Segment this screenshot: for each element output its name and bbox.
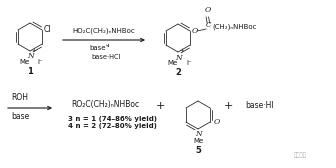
Text: base: base: [11, 112, 29, 121]
Text: ROH: ROH: [11, 93, 29, 102]
Text: Me: Me: [193, 138, 203, 144]
Text: N: N: [175, 53, 181, 61]
Text: 1: 1: [27, 67, 33, 76]
Text: +: +: [223, 101, 233, 111]
Text: I⁻: I⁻: [37, 59, 43, 65]
Text: base: base: [90, 45, 106, 51]
Text: base·HCl: base·HCl: [91, 54, 121, 60]
Text: Me: Me: [168, 60, 178, 66]
Text: +: +: [31, 48, 36, 52]
Text: 5: 5: [195, 146, 201, 155]
Text: +: +: [155, 101, 165, 111]
Text: Me: Me: [20, 59, 30, 65]
Text: (CH₂)ₙNHBoc: (CH₂)ₙNHBoc: [212, 24, 257, 30]
Text: 傅学习库: 傅学习库: [294, 152, 306, 158]
Text: 4 n = 2 (72–80% yield): 4 n = 2 (72–80% yield): [68, 123, 157, 129]
Text: 3 n = 1 (74–86% yield): 3 n = 1 (74–86% yield): [68, 116, 157, 122]
Text: O: O: [205, 6, 211, 14]
Text: +: +: [179, 49, 184, 53]
Text: RO₂C(CH₂)ₙNHBoc: RO₂C(CH₂)ₙNHBoc: [71, 100, 139, 110]
Text: O: O: [214, 118, 220, 126]
Text: Cl: Cl: [44, 26, 52, 34]
Text: base·HI: base·HI: [245, 101, 274, 111]
Text: HO₂C(CH₂)ₙNHBoc: HO₂C(CH₂)ₙNHBoc: [73, 28, 135, 34]
Text: C: C: [205, 21, 211, 29]
Text: N: N: [27, 52, 33, 60]
Text: I⁻: I⁻: [186, 60, 192, 66]
Text: N: N: [195, 131, 201, 138]
Text: O: O: [192, 27, 198, 35]
Text: 2: 2: [175, 68, 181, 77]
